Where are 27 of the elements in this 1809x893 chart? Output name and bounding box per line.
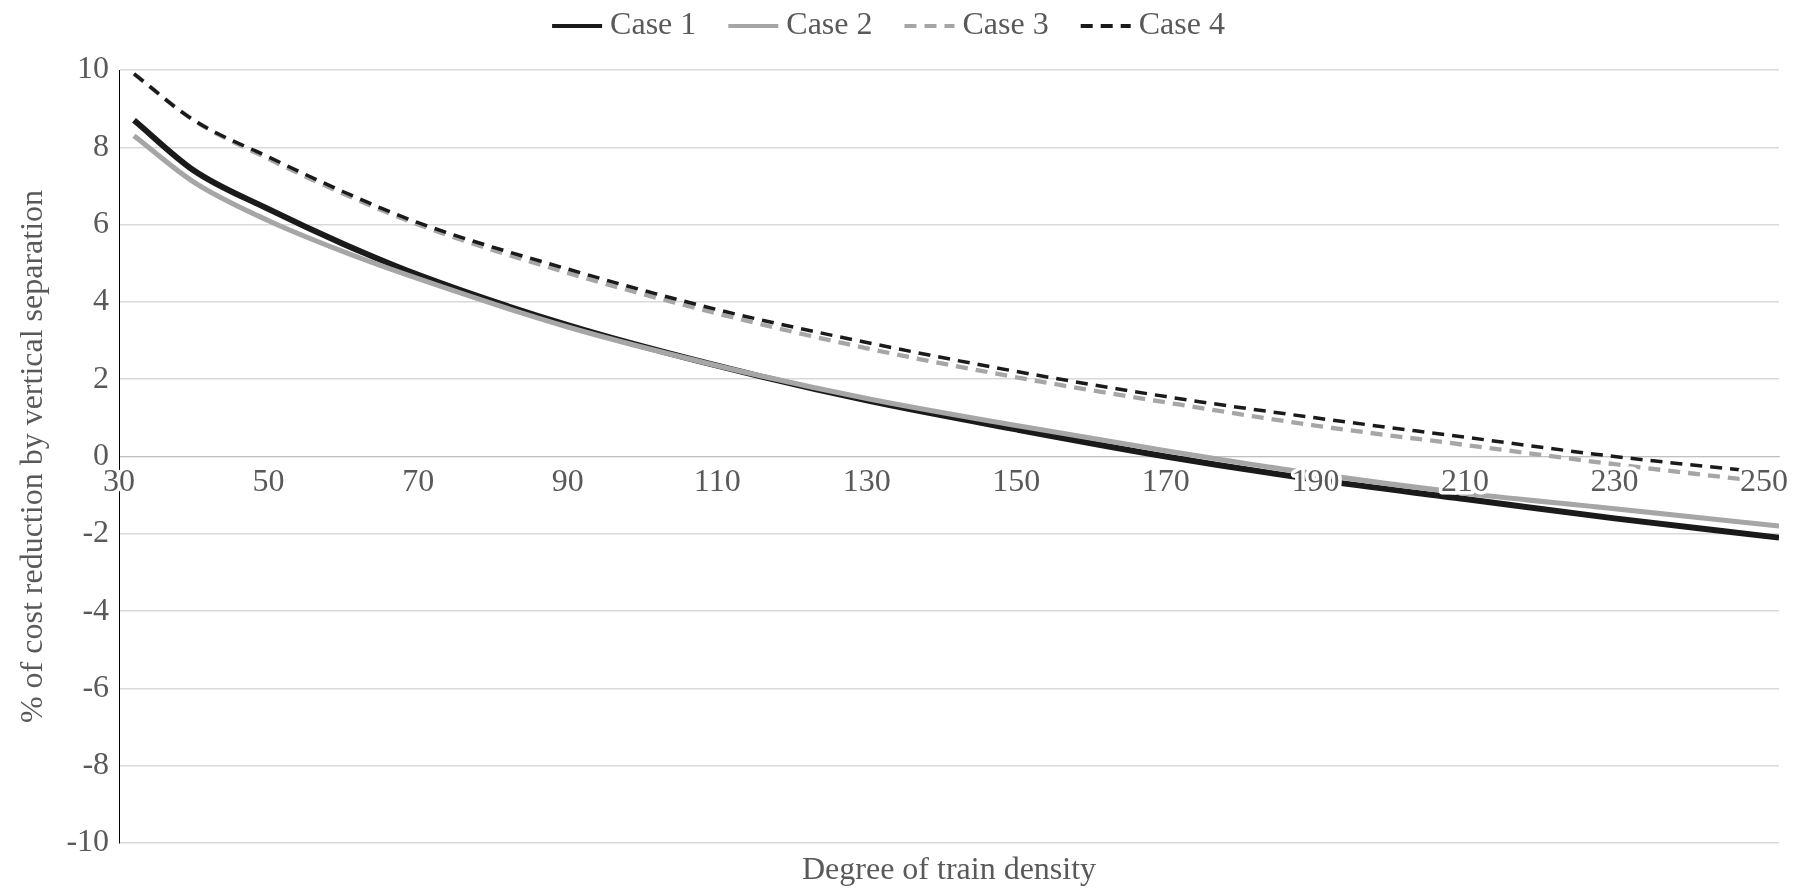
x-tick-label: 90 xyxy=(551,461,584,498)
legend-label: Case 2 xyxy=(786,5,873,42)
x-tick-label: 150 xyxy=(992,461,1041,498)
y-tick-label: -8 xyxy=(82,745,110,782)
y-tick-label: 8 xyxy=(93,126,110,163)
x-tick-label: 50 xyxy=(252,461,285,498)
y-axis-title: % of cost reduction by vertical separation xyxy=(12,189,49,724)
legend-label: Case 1 xyxy=(610,5,697,42)
x-tick-label: 210 xyxy=(1440,461,1489,498)
y-tick-label: 4 xyxy=(93,281,110,318)
y-tick-label: -4 xyxy=(82,590,110,627)
x-tick-label: 250 xyxy=(1740,461,1789,498)
y-tick-label: -2 xyxy=(82,513,110,550)
y-tick-label: -10 xyxy=(66,822,110,859)
x-tick-label: 130 xyxy=(842,461,891,498)
x-tick-label: 70 xyxy=(402,461,435,498)
y-tick-label: 6 xyxy=(93,204,110,241)
x-tick-label: 110 xyxy=(693,461,741,498)
legend-label: Case 3 xyxy=(962,5,1049,42)
x-tick-label: 230 xyxy=(1590,461,1639,498)
legend-label: Case 4 xyxy=(1138,5,1225,42)
x-axis-title: Degree of train density xyxy=(801,850,1097,887)
y-tick-label: 2 xyxy=(93,358,110,395)
x-tick-label: 190 xyxy=(1291,461,1340,498)
x-tick-label: 170 xyxy=(1141,461,1190,498)
y-tick-label: -6 xyxy=(82,667,110,704)
y-tick-label: 10 xyxy=(77,49,110,86)
